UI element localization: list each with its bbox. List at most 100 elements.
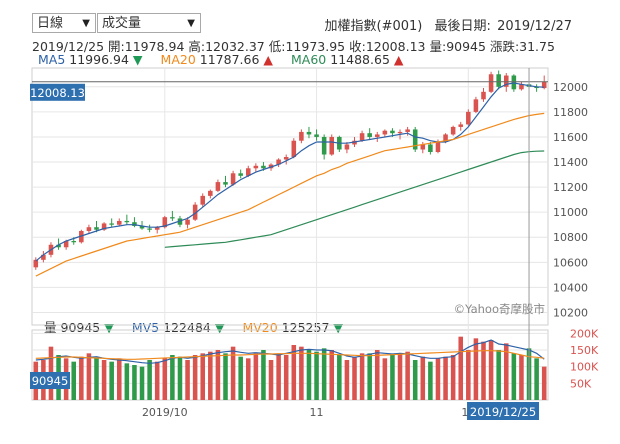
volume-bar xyxy=(101,360,107,400)
candle-body xyxy=(503,75,509,87)
candle-body xyxy=(200,195,206,205)
mv20-arrow: ▼ xyxy=(333,320,344,335)
volume-bar xyxy=(382,358,388,400)
volume-bar xyxy=(337,355,342,400)
price-tick-label: 11800 xyxy=(553,106,588,119)
candle-body xyxy=(253,165,259,169)
volume-bar xyxy=(496,350,501,400)
volume-bar xyxy=(208,351,213,400)
candle-body xyxy=(412,129,418,150)
candle-body xyxy=(139,225,145,229)
volume-bar xyxy=(276,353,281,400)
volume-bar xyxy=(154,361,160,400)
candle-body xyxy=(488,74,494,92)
volume-bar xyxy=(359,353,365,400)
price-tick-label: 10800 xyxy=(553,231,588,244)
volume-bar xyxy=(238,356,243,400)
price-tick-label: 10400 xyxy=(553,281,588,294)
ma60-value: 11488.65 xyxy=(330,52,390,67)
volume-bar xyxy=(450,355,456,400)
date-tick-label: 11 xyxy=(310,406,324,419)
volume-bar xyxy=(412,360,418,400)
ohlc-summary: 2019/12/25 開:11978.94 高:12032.37 低:11973… xyxy=(32,36,555,55)
volume-bar xyxy=(435,358,441,400)
ohlc-date: 2019/12/25 xyxy=(32,39,105,54)
volume-bar xyxy=(132,365,137,400)
volume-bar xyxy=(321,348,327,400)
mv5-value: 122484 xyxy=(163,320,211,335)
volume-bar xyxy=(314,351,319,400)
candle-body xyxy=(435,141,441,152)
period-select[interactable]: 日線 ▼ xyxy=(32,13,96,33)
candle-body xyxy=(519,84,524,90)
candle-body xyxy=(306,131,312,135)
high-label: 高: xyxy=(188,39,206,54)
candle-body xyxy=(124,220,130,223)
volume-bar xyxy=(390,355,395,400)
volume-bar xyxy=(147,360,152,400)
close-label: 收: xyxy=(349,39,366,54)
index-header: 加權指數(#001) 最後日期: 2019/12/27 xyxy=(325,15,572,34)
candle-body xyxy=(101,223,107,230)
index-name: 加權指數(#001) xyxy=(324,19,423,34)
volume-bar xyxy=(405,351,410,400)
candle-body xyxy=(420,144,426,150)
ma20-name: MA20 xyxy=(160,52,196,67)
candle-body xyxy=(321,136,327,155)
volume-bar xyxy=(329,350,335,400)
ma60-legend: MA60 11488.65 ▲ xyxy=(291,52,404,67)
candle-body xyxy=(147,228,152,230)
candle-body xyxy=(397,131,403,134)
ma20-arrow: ▲ xyxy=(263,52,274,67)
candle-body xyxy=(33,259,39,268)
current-volume-badge: 90945 xyxy=(32,374,69,388)
volume-bar xyxy=(223,353,228,400)
volume-bar xyxy=(367,353,372,400)
ma5-arrow: ▼ xyxy=(132,52,143,67)
close-value: 12008.13 xyxy=(365,39,426,54)
candle-body xyxy=(534,86,539,89)
volume-bar xyxy=(200,353,206,400)
candle-body xyxy=(367,133,372,137)
volume-tick-label: 100K xyxy=(570,361,599,374)
candle-body xyxy=(94,227,99,230)
candle-body xyxy=(329,136,335,155)
volume-tick-label: 50K xyxy=(570,377,592,390)
volume-bar xyxy=(215,350,221,400)
volume-bar xyxy=(534,358,539,400)
volume-bar xyxy=(466,350,471,400)
candle-body xyxy=(299,131,304,141)
low-value: 11973.95 xyxy=(285,39,346,54)
vol-value: 90945 xyxy=(60,320,101,335)
candle-body xyxy=(162,217,168,228)
volume-bar xyxy=(268,360,274,400)
volume-bar xyxy=(170,355,175,400)
indicator-select[interactable]: 成交量 ▼ xyxy=(97,13,201,33)
candle-body xyxy=(109,223,114,225)
volume-bar xyxy=(86,353,92,400)
candle-body xyxy=(208,190,213,196)
open-value: 11978.94 xyxy=(124,39,185,54)
volume-bar xyxy=(344,360,350,400)
candle-body xyxy=(374,134,380,137)
mv5-line xyxy=(35,339,545,364)
volume-bar xyxy=(458,336,464,400)
volume-legend: 量 90945 ▼ MV5 122484 ▼ MV20 125257 ▼ xyxy=(44,317,357,336)
price-tick-label: 11400 xyxy=(553,156,588,169)
current-price-badge-bg xyxy=(30,83,85,101)
candle-body xyxy=(63,241,69,248)
watermark: ©Yahoo奇摩股市 xyxy=(454,302,545,316)
price-tick-label: 12000 xyxy=(553,81,588,94)
candle-body xyxy=(132,222,137,226)
volume-bar xyxy=(162,358,168,400)
price-tick-label: 10200 xyxy=(553,306,588,319)
candle-body xyxy=(223,182,228,185)
ma60-line xyxy=(164,150,545,248)
chevron-down-icon: ▼ xyxy=(82,18,90,29)
candle-body xyxy=(177,218,183,225)
candle-body xyxy=(405,129,410,132)
ma5-line xyxy=(35,82,545,262)
candle-body xyxy=(359,133,365,141)
volume-tick-label: 150K xyxy=(570,344,599,357)
